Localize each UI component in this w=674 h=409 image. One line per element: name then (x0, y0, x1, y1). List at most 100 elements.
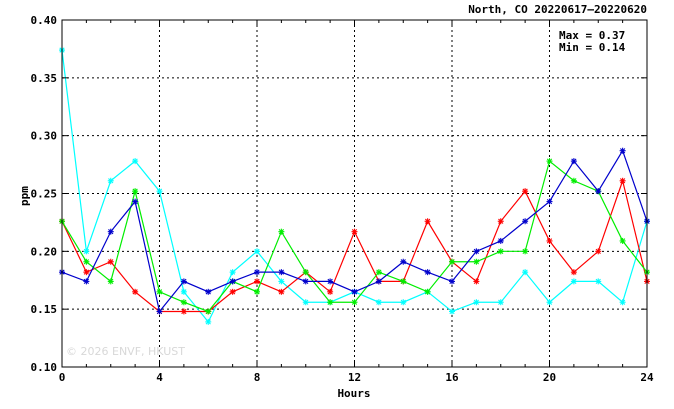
x-tick-label: 8 (254, 371, 261, 384)
data-point (302, 269, 309, 276)
data-point (522, 269, 529, 276)
data-point (180, 288, 187, 295)
min-label: Min = 0.14 (559, 41, 626, 54)
data-point (205, 288, 212, 295)
data-point (302, 278, 309, 285)
data-point (83, 258, 90, 265)
data-point (351, 288, 358, 295)
data-point (156, 188, 163, 195)
data-point (570, 177, 577, 184)
data-point (595, 248, 602, 255)
data-point (180, 278, 187, 285)
data-point (595, 278, 602, 285)
data-point (254, 248, 260, 255)
y-tick-label: 0.35 (31, 72, 58, 85)
x-tick-label: 4 (156, 371, 163, 384)
data-point (449, 308, 455, 315)
data-point (424, 269, 431, 276)
data-point (83, 278, 90, 285)
data-point (180, 308, 187, 315)
data-point (546, 158, 553, 165)
data-point (156, 308, 163, 315)
data-point (497, 237, 504, 244)
data-point (570, 158, 577, 165)
y-tick-label: 0.40 (31, 14, 58, 27)
data-point (254, 278, 260, 285)
data-point (180, 299, 187, 306)
max-label: Max = 0.37 (559, 29, 625, 42)
data-point (570, 278, 577, 285)
data-point (278, 278, 285, 285)
x-axis-label: Hours (337, 387, 370, 400)
tick-labels: 0 4 8 12 16 20 24 0.10 0.15 0.20 0.25 0.30 0.35 0.40 (31, 14, 654, 384)
data-point (497, 218, 504, 225)
data-point (546, 237, 553, 244)
data-point (107, 228, 114, 235)
data-point (107, 258, 114, 265)
x-tick-label: 24 (640, 371, 654, 384)
data-point (497, 248, 504, 255)
x-tick-label: 12 (348, 371, 361, 384)
data-point (156, 288, 163, 295)
data-point (424, 218, 431, 225)
data-point (619, 147, 626, 154)
data-point (375, 299, 382, 306)
data-point (278, 288, 285, 295)
y-axis-label: ppm (18, 186, 31, 206)
data-point (375, 278, 382, 285)
data-point (522, 248, 529, 255)
data-point (229, 278, 236, 285)
data-point (473, 299, 480, 306)
data-point (132, 288, 139, 295)
data-point (83, 269, 90, 276)
series-group (59, 47, 650, 325)
data-point (107, 177, 114, 184)
data-point (132, 198, 139, 205)
data-point (302, 299, 309, 306)
data-point (132, 188, 139, 195)
data-point (254, 269, 260, 276)
y-tick-label: 0.10 (31, 361, 58, 374)
data-point (278, 269, 285, 276)
data-point (570, 269, 577, 276)
x-tick-label: 16 (445, 371, 459, 384)
watermark: © 2026 ENVF, HKUST (66, 345, 185, 358)
data-point (522, 218, 529, 225)
data-point (619, 299, 626, 306)
x-tick-label: 20 (543, 371, 556, 384)
y-tick-label: 0.25 (31, 188, 58, 201)
data-point (546, 299, 553, 306)
data-point (254, 288, 260, 295)
data-point (473, 278, 480, 285)
data-point (205, 318, 212, 325)
data-point (424, 288, 431, 295)
data-point (107, 278, 114, 285)
data-point (449, 278, 455, 285)
y-tick-label: 0.15 (31, 303, 58, 316)
chart-title: North, CO 20220617–20220620 (468, 3, 647, 16)
data-point (327, 299, 334, 306)
y-tick-label: 0.20 (31, 245, 58, 258)
series-3 (59, 158, 650, 315)
data-point (205, 308, 212, 315)
data-point (351, 299, 358, 306)
data-point (497, 299, 504, 306)
data-point (522, 188, 529, 195)
data-point (229, 288, 236, 295)
data-point (351, 228, 358, 235)
data-point (400, 258, 407, 265)
data-point (327, 288, 334, 295)
data-point (327, 278, 334, 285)
data-point (473, 248, 480, 255)
data-point (400, 299, 407, 306)
data-point (546, 198, 553, 205)
data-point (375, 269, 382, 276)
data-point (229, 269, 236, 276)
data-point (449, 258, 455, 265)
data-point (619, 237, 626, 244)
ticks (61, 19, 648, 368)
data-point (473, 258, 480, 265)
x-tick-label: 0 (59, 371, 66, 384)
